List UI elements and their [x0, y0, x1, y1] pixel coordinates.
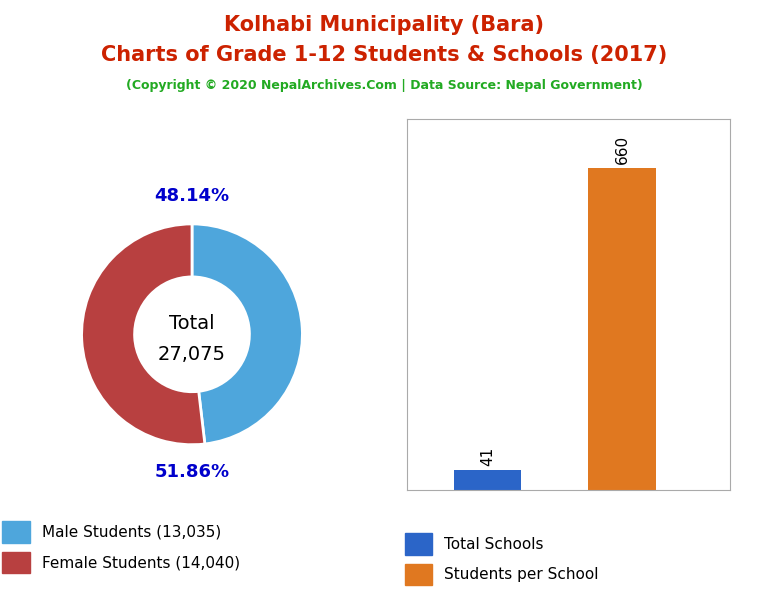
Bar: [588, 168, 656, 490]
Bar: [454, 470, 521, 490]
Text: 51.86%: 51.86%: [154, 463, 230, 481]
Text: 660: 660: [614, 135, 630, 164]
Legend: Total Schools, Students per School: Total Schools, Students per School: [399, 527, 605, 592]
Text: 41: 41: [480, 447, 495, 466]
Wedge shape: [81, 224, 205, 445]
Wedge shape: [192, 224, 303, 444]
Text: Charts of Grade 1-12 Students & Schools (2017): Charts of Grade 1-12 Students & Schools …: [101, 45, 667, 65]
Text: 48.14%: 48.14%: [154, 187, 230, 205]
Text: (Copyright © 2020 NepalArchives.Com | Data Source: Nepal Government): (Copyright © 2020 NepalArchives.Com | Da…: [126, 79, 642, 92]
Text: 27,075: 27,075: [158, 344, 226, 364]
Text: Total: Total: [169, 314, 215, 333]
Text: Kolhabi Municipality (Bara): Kolhabi Municipality (Bara): [224, 15, 544, 35]
Legend: Male Students (13,035), Female Students (14,040): Male Students (13,035), Female Students …: [0, 513, 248, 581]
